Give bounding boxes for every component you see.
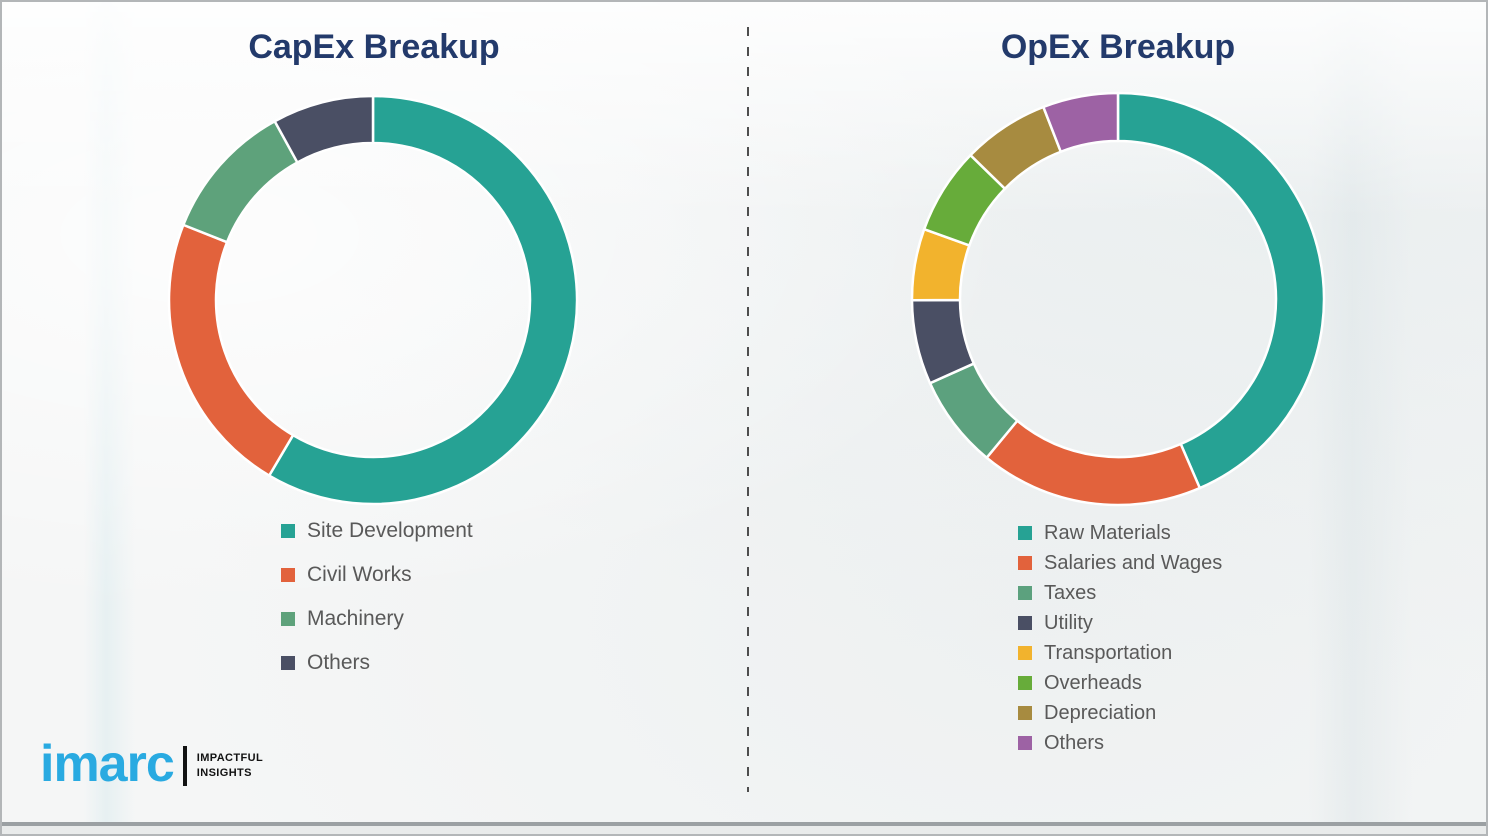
legend-swatch	[1018, 706, 1032, 720]
legend-item: Utility	[1018, 608, 1222, 638]
opex-donut-chart	[910, 91, 1326, 507]
capex-title: CapEx Breakup	[248, 28, 500, 66]
legend-item: Civil Works	[281, 553, 473, 597]
dashed-divider	[747, 27, 749, 792]
legend-item: Machinery	[281, 597, 473, 641]
legend-swatch	[1018, 676, 1032, 690]
legend-item: Depreciation	[1018, 698, 1222, 728]
logo-tagline-line1: IMPACTFUL	[196, 752, 264, 765]
legend-label: Salaries and Wages	[1044, 551, 1223, 574]
donut-segment-raw-materials	[1116, 91, 1326, 490]
legend-swatch	[1018, 556, 1032, 570]
legend-label: Depreciation	[1044, 701, 1157, 724]
imarc-wordmark: imarc	[40, 735, 175, 793]
donut-segment-others	[273, 94, 375, 164]
logo-tagline-line2: INSIGHTS	[196, 767, 252, 779]
legend-label: Raw Materials	[1044, 521, 1171, 544]
legend-item: Others	[281, 641, 473, 685]
legend-label: Taxes	[1044, 581, 1097, 604]
legend-label: Transportation	[1044, 641, 1173, 664]
legend-label: Utility	[1044, 611, 1093, 634]
capex-legend: Site Development Civil Works Machinery Othe…	[281, 509, 473, 685]
legend-item: Overheads	[1018, 668, 1222, 698]
legend-swatch	[281, 568, 295, 582]
bottom-border-band	[2, 826, 1486, 834]
legend-swatch	[281, 656, 295, 670]
logo-tagline: IMPACTFUL INSIGHTS	[197, 751, 263, 781]
legend-label: Site Development	[307, 519, 473, 542]
donut-segment-site-development	[267, 94, 579, 506]
legend-label: Civil Works	[307, 563, 412, 586]
legend-swatch	[281, 612, 295, 626]
legend-swatch	[1018, 586, 1032, 600]
legend-swatch	[281, 524, 295, 538]
legend-swatch	[1018, 736, 1032, 750]
opex-panel: OpEx Breakup Raw Materials Salaries and W…	[746, 2, 1486, 834]
donut-segment-salaries-and-wages	[985, 419, 1202, 507]
legend-label: Overheads	[1044, 671, 1142, 694]
legend-swatch	[1018, 616, 1032, 630]
logo-divider-bar	[182, 746, 187, 786]
opex-legend: Raw Materials Salaries and Wages Taxes Util…	[1018, 518, 1222, 758]
opex-title: OpEx Breakup	[1000, 28, 1236, 66]
legend-item: Others	[1018, 728, 1222, 758]
donut-segment-machinery	[182, 119, 299, 244]
legend-label: Others	[307, 651, 371, 674]
capex-donut-chart	[167, 94, 579, 506]
legend-swatch	[1018, 646, 1032, 660]
legend-item: Transportation	[1018, 638, 1222, 668]
capex-panel: CapEx Breakup Site Development Civil Work…	[2, 2, 746, 834]
legend-label: Machinery	[307, 607, 404, 630]
legend-item: Salaries and Wages	[1018, 548, 1222, 578]
bottom-border-line	[2, 822, 1486, 826]
legend-label: Others	[1044, 731, 1105, 754]
legend-swatch	[1018, 526, 1032, 540]
legend-item: Site Development	[281, 509, 473, 553]
legend-item: Taxes	[1018, 578, 1222, 608]
legend-item: Raw Materials	[1018, 518, 1222, 548]
donut-segment-others	[1042, 91, 1120, 153]
imarc-logo: imarc IMPACTFUL INSIGHTS	[40, 738, 263, 790]
donut-segment-civil-works	[167, 223, 295, 477]
